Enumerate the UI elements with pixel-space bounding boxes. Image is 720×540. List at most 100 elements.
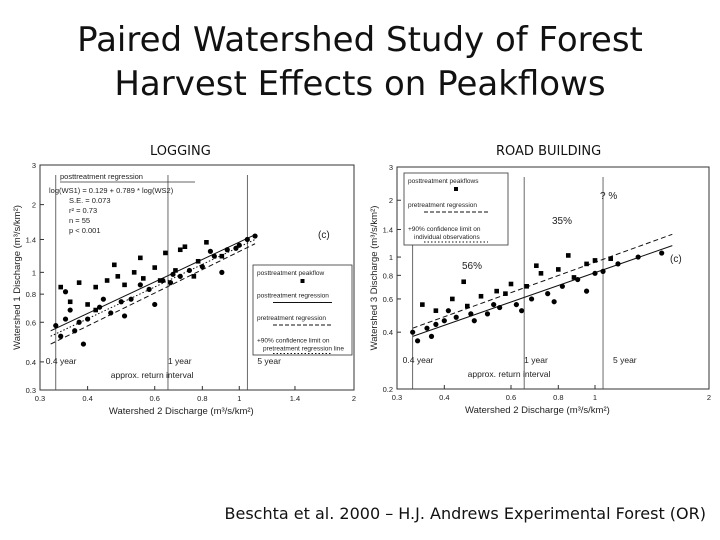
p2-point-circle-25: [491, 301, 497, 308]
p1-point-circle-18: [236, 242, 242, 248]
p2-point-circle-0: [410, 329, 416, 335]
p2-point-square-15: [503, 291, 508, 296]
p2-point-square-14: [461, 279, 466, 285]
p2-point-square-7: [524, 284, 529, 289]
p2-x-tick-label-3: 0.8: [553, 393, 563, 402]
p1-point-circle-16: [211, 253, 217, 259]
p2-y-tick-label-3: 0.8: [383, 271, 393, 280]
p2-legend-label-1: pretreatment regression: [408, 202, 477, 209]
p1-legend-label-3-a: +90% confidence limit on: [257, 338, 330, 345]
p2-legend-label-2-b: individual observations: [414, 234, 481, 241]
p1-point-square-12: [173, 268, 178, 273]
p2-line-1: [412, 233, 673, 329]
p1-legend-label-3-b: pretreatment regression line: [263, 346, 344, 353]
p1-stats-line-3: n = 55: [69, 216, 90, 225]
p2-y-tick-label-6: 2: [389, 196, 393, 205]
p1-point-circle-11: [146, 286, 152, 292]
p1-line-1: [50, 243, 256, 345]
p1-point-square-22: [191, 274, 197, 279]
p1-point-circle-27: [233, 245, 239, 251]
p1-point-square-20: [157, 278, 163, 283]
p1-point-square-1: [67, 299, 73, 305]
p1-stats-line-1: S.E. = 0.073: [69, 196, 111, 205]
p1-point-square-9: [141, 276, 146, 281]
p1-x-tick-label-6: 2: [352, 394, 356, 403]
p1-y-tick-label-1: 0.4: [26, 358, 36, 367]
slide-title: Paired Watershed Study of Forest Harvest…: [0, 18, 720, 106]
p2-point-circle-13: [575, 276, 581, 283]
p2-y-tick-label-5: 1.4: [383, 225, 393, 234]
p1-point-circle-13: [170, 271, 176, 277]
p1-x-tick-label-3: 0.8: [197, 394, 207, 403]
p1-return-interval-label-2: 5 year: [257, 356, 281, 366]
p1-point-circle-22: [100, 296, 106, 302]
p1-point-circle-20: [252, 233, 258, 239]
p1-line-2: [50, 239, 256, 337]
p1-point-circle-26: [207, 248, 214, 254]
p1-point-square-19: [138, 255, 143, 261]
p1-point-square-4: [93, 284, 98, 290]
p2-point-square-11: [584, 261, 589, 267]
p1-x-tick-label-1: 0.4: [82, 394, 92, 403]
p1-x-tick-label-0: 0.3: [35, 394, 45, 403]
p1-point-square-0: [58, 284, 64, 290]
p1-y-tick-label-0: 0.3: [26, 386, 36, 395]
p2-line-0: [412, 245, 673, 337]
p1-x-tick-label-5: 1.4: [290, 394, 300, 403]
p1-y-tick-label-3: 0.8: [26, 290, 36, 299]
p1-plot-frame: [39, 164, 355, 391]
p1-point-circle-0: [53, 322, 59, 329]
p1-return-interval-caption: approx. return interval: [111, 370, 194, 380]
p1-point-square-17: [93, 307, 98, 313]
p2-point-square-6: [508, 281, 514, 287]
p2-point-square-2: [450, 296, 455, 302]
p1-point-circle-21: [62, 289, 69, 295]
p1-point-square-2: [76, 280, 82, 285]
p2-return-interval-label-1: 1 year: [524, 355, 548, 365]
p2-point-circle-18: [659, 250, 665, 256]
p1-point-circle-15: [199, 264, 205, 270]
p2-point-circle-11: [545, 291, 551, 297]
p1-return-interval-label-0: 0.4 year: [46, 356, 77, 366]
p2-point-square-4: [478, 293, 484, 299]
p2-return-interval-caption: approx. return interval: [468, 369, 551, 379]
road-building-panel-label: ROAD BUILDING: [496, 144, 602, 159]
p1-point-square-14: [195, 258, 201, 264]
p2-return-interval-label-0: 0.4 year: [403, 355, 434, 365]
p2-point-circle-15: [600, 268, 606, 274]
p2-x-tick-label-4: 1: [593, 393, 597, 402]
p1-point-square-11: [163, 250, 168, 256]
p1-point-square-7: [122, 282, 127, 288]
p1-point-circle-14: [186, 267, 193, 274]
p1-legend-swatch-0: [300, 279, 305, 283]
p1-point-square-15: [204, 240, 209, 245]
title-line-1: Paired Watershed Study of Forest: [77, 20, 643, 60]
p2-point-square-9: [556, 267, 561, 272]
p2-point-circle-10: [528, 296, 535, 302]
p2-point-square-13: [608, 256, 613, 262]
p1-point-square-18: [112, 262, 117, 268]
p2-y-tick-label-2: 0.6: [383, 295, 393, 304]
p2-point-circle-24: [445, 308, 451, 314]
p1-point-circle-8: [108, 310, 114, 316]
p2-point-circle-14: [592, 270, 598, 276]
p2-y-tick-label-7: 3: [389, 163, 393, 172]
p2-point-circle-23: [583, 288, 590, 294]
p2-point-circle-16: [615, 261, 621, 267]
p2-y-tick-label-1: 0.4: [383, 328, 393, 337]
p1-point-circle-3: [67, 307, 73, 313]
citation: Beschta et al. 2000 – H.J. Andrews Exper…: [224, 504, 706, 523]
p1-point-circle-23: [137, 282, 143, 288]
p1-point-circle-31: [219, 269, 225, 275]
p1-point-circle-29: [121, 313, 128, 319]
p1-x-tick-label-4: 1: [237, 394, 241, 403]
p2-x-tick-label-0: 0.3: [392, 393, 402, 402]
p2-point-circle-3: [433, 321, 439, 327]
p1-panel-id: (c): [318, 230, 330, 241]
p1-point-circle-12: [160, 277, 166, 284]
p2-point-square-8: [538, 271, 544, 276]
p1-x-tick-label-2: 0.6: [150, 394, 160, 403]
p1-point-square-16: [219, 253, 225, 259]
title-line-2: Harvest Effects on Peakflows: [114, 64, 606, 104]
